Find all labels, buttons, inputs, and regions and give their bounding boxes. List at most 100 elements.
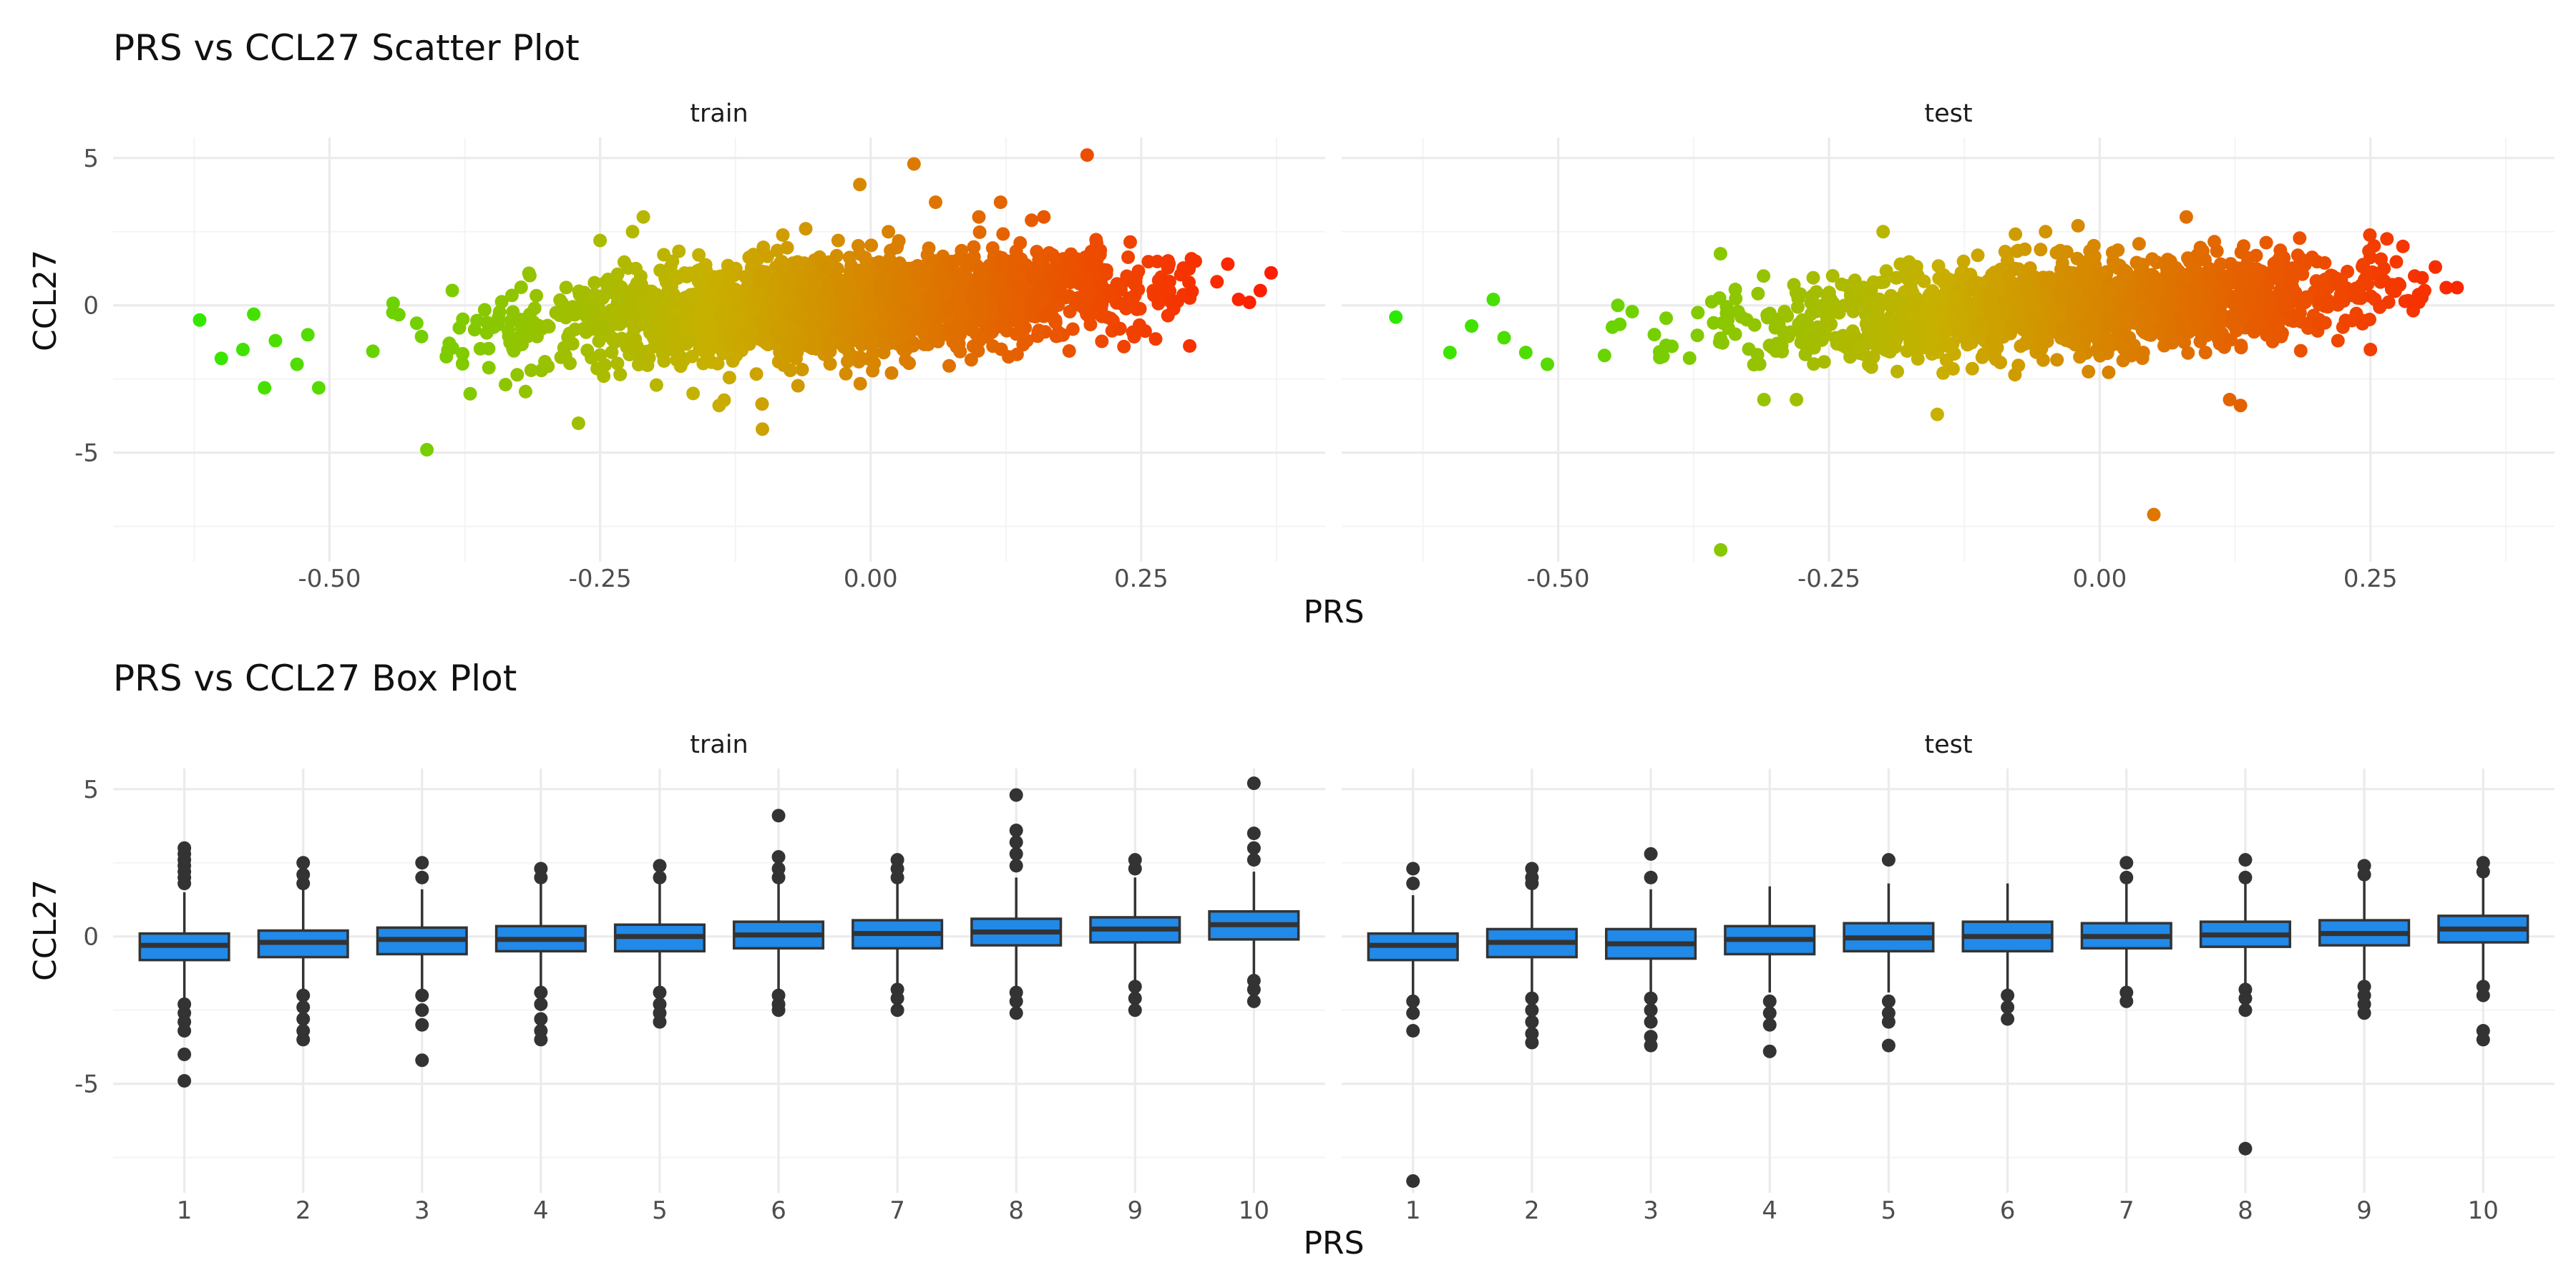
- scatter-point: [2205, 323, 2220, 337]
- box-outlier: [2476, 1033, 2490, 1047]
- box-outlier: [1762, 994, 1777, 1008]
- box-outlier: [890, 870, 904, 884]
- scatter-point: [2318, 316, 2332, 330]
- box-outlier: [1762, 1006, 1777, 1020]
- box-outlier: [415, 856, 429, 870]
- scatter-point: [1025, 270, 1040, 284]
- scatter-point: [803, 298, 817, 313]
- scatter-point: [2035, 319, 2049, 333]
- scatter-point: [2053, 243, 2067, 258]
- scatter-point: [2009, 227, 2023, 241]
- scatter-point: [1911, 352, 1925, 366]
- scatter-point: [965, 291, 979, 306]
- scatter-point: [1714, 543, 1728, 557]
- scatter-point: [1002, 350, 1016, 364]
- scatter-point: [613, 367, 628, 381]
- scatter-point: [1917, 274, 1931, 288]
- scatter-point: [1042, 246, 1056, 260]
- scatter-point: [805, 341, 819, 356]
- scatter-point: [779, 346, 793, 361]
- scatter-point: [1231, 293, 1246, 306]
- scatter-point: [649, 378, 663, 392]
- scatter-point: [1389, 310, 1403, 324]
- scatter-plot-title: PRS vs CCL27 Scatter Plot: [113, 27, 580, 69]
- scatter-y-tick-label: 5: [83, 145, 99, 173]
- scatter-point: [861, 295, 875, 309]
- scatter-point: [2200, 270, 2215, 285]
- scatter-point: [665, 254, 680, 268]
- scatter-point: [731, 301, 746, 316]
- scatter-point: [1138, 324, 1152, 338]
- scatter-point: [391, 308, 406, 322]
- scatter-point: [420, 443, 434, 457]
- scatter-point: [2294, 296, 2308, 311]
- scatter-point: [1976, 319, 1991, 333]
- scatter-point: [2389, 255, 2404, 269]
- box-outlier: [2119, 856, 2134, 870]
- scatter-point: [1890, 364, 1904, 379]
- scatter-point: [2373, 300, 2387, 314]
- scatter-point: [1465, 319, 1479, 333]
- box-x-tick-label: 6: [2000, 1196, 2016, 1225]
- scatter-point: [580, 343, 595, 358]
- box-x-tick-label: 3: [414, 1196, 430, 1225]
- scatter-point: [676, 321, 691, 335]
- scatter-point: [920, 263, 935, 278]
- scatter-point: [942, 358, 956, 373]
- scatter-point: [1242, 296, 1257, 310]
- scatter-point: [972, 225, 987, 239]
- scatter-point: [2253, 316, 2267, 330]
- scatter-point: [789, 351, 803, 366]
- scatter-point: [776, 228, 790, 242]
- scatter-point: [2057, 287, 2071, 301]
- box-outlier: [415, 988, 429, 1002]
- scatter-point: [1865, 294, 1880, 308]
- box-outlier: [653, 870, 667, 884]
- scatter-point: [924, 308, 939, 322]
- scatter-point: [853, 376, 867, 391]
- scatter-point: [1847, 328, 1861, 341]
- scatter-point: [2286, 261, 2301, 275]
- scatter-y-axis-title: CCL27: [27, 250, 64, 351]
- scatter-point: [2218, 340, 2231, 354]
- scatter-point: [843, 265, 857, 279]
- scatter-point: [972, 210, 986, 224]
- scatter-point: [2074, 298, 2088, 313]
- scatter-point: [1875, 337, 1890, 351]
- scatter-point: [1776, 325, 1790, 339]
- scatter-point: [2293, 343, 2308, 358]
- scatter-point: [2291, 309, 2305, 323]
- box-outlier: [2476, 988, 2490, 1002]
- scatter-point: [1150, 255, 1164, 268]
- scatter-point: [1989, 316, 2004, 330]
- scatter-point: [1985, 333, 1999, 347]
- scatter-point: [2245, 264, 2260, 278]
- box-x-tick-label: 10: [1239, 1196, 1269, 1225]
- scatter-panel-test: [1342, 137, 2555, 562]
- scatter-point: [1928, 295, 1943, 309]
- scatter-point: [1113, 322, 1127, 336]
- scatter-point: [756, 316, 770, 330]
- scatter-point: [1611, 298, 1625, 313]
- scatter-point: [904, 280, 919, 294]
- scatter-point: [825, 335, 839, 349]
- box-outlier: [2238, 853, 2253, 867]
- box-x-tick-label: 7: [2119, 1196, 2135, 1225]
- scatter-point: [769, 282, 784, 296]
- scatter-point: [2004, 275, 2018, 289]
- box-outlier: [177, 877, 192, 891]
- box-outlier: [1881, 1015, 1896, 1029]
- scatter-point: [2417, 283, 2431, 298]
- scatter-point: [1757, 393, 1771, 406]
- scatter-point: [1789, 286, 1803, 300]
- scatter-point: [1931, 311, 1945, 325]
- box-x-tick-label: 8: [1008, 1196, 1024, 1225]
- scatter-point: [2158, 293, 2172, 308]
- scatter-point: [456, 346, 470, 361]
- scatter-point: [473, 341, 487, 356]
- box-outlier: [1644, 847, 1658, 861]
- box-outlier: [1128, 862, 1142, 876]
- box-outlier: [1406, 1006, 1420, 1020]
- scatter-point: [2112, 292, 2127, 306]
- scatter-point: [754, 275, 768, 289]
